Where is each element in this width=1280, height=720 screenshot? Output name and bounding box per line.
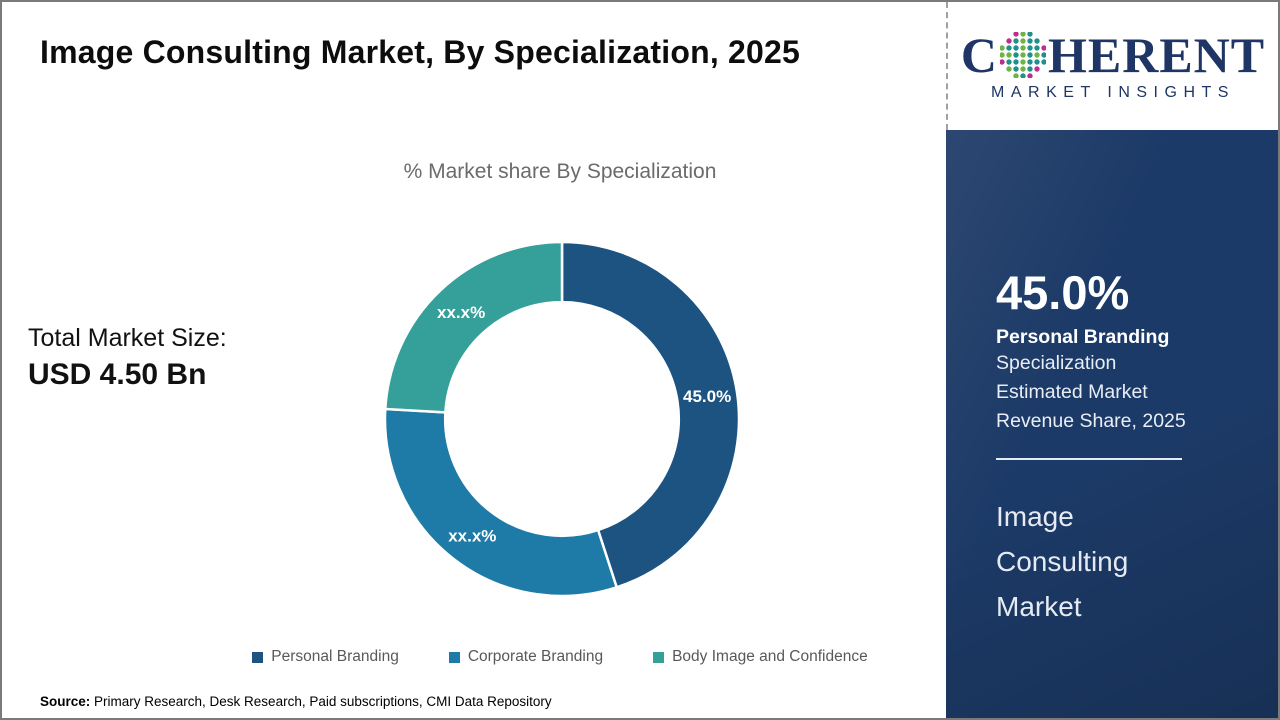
market-name-line: Consulting: [996, 546, 1129, 578]
slice-label-2: xx.x%: [437, 303, 485, 322]
sidebar-headline-line: Estimated Market: [996, 381, 1148, 404]
legend-item-1: Corporate Branding: [448, 648, 604, 666]
sidebar-headline-value: 45.0%: [996, 266, 1130, 319]
legend-swatch-icon: [448, 651, 460, 663]
total-market-size: Total Market Size: USD 4.50 Bn: [28, 324, 227, 392]
logo-tagline: MARKET INSIGHTS: [991, 84, 1235, 101]
slice-label-1: xx.x%: [448, 526, 496, 545]
brand-logo: C HERENT: [961, 30, 1265, 80]
sidebar-headline-line: Specialization: [996, 352, 1117, 375]
sidebar-headline-line: Revenue Share, 2025: [996, 410, 1186, 433]
donut-segment-1: [383, 407, 619, 598]
chart-title: % Market share By Specialization: [403, 160, 717, 183]
source-line: Source: Primary Research, Desk Research,…: [40, 694, 552, 709]
total-market-value: USD 4.50 Bn: [28, 358, 207, 391]
legend-swatch-icon: [653, 651, 665, 663]
market-name-line: Market: [996, 591, 1082, 623]
source-text: Primary Research, Desk Research, Paid su…: [90, 694, 552, 709]
market-name-line: Image: [996, 501, 1074, 533]
donut-segment-2: [383, 240, 564, 414]
chart-legend: Personal Branding Corporate Branding Body …: [172, 648, 948, 666]
slice-label-0: 45.0%: [683, 387, 731, 406]
total-market-label: Total Market Size:: [28, 324, 227, 352]
page-title: Image Consulting Market, By Specializati…: [40, 34, 801, 70]
sidebar-market-name: Image Consulting Market: [996, 494, 1248, 629]
sidebar-headline-segment: Personal Branding: [996, 326, 1170, 349]
legend-item-2: Body Image and Confidence: [653, 648, 868, 666]
legend-label: Corporate Branding: [467, 648, 604, 665]
legend-item-0: Personal Branding: [252, 648, 399, 666]
logo-area: C HERENT MARKET INSIGHTS: [946, 2, 1278, 130]
legend-swatch-icon: [252, 651, 264, 663]
logo-letter-c: C: [960, 27, 998, 83]
logo-letters-rest: HERENT: [1047, 27, 1266, 83]
legend-label: Personal Branding: [271, 648, 399, 665]
donut-segment-0: [560, 240, 741, 589]
donut-chart: 45.0% xx.x% xx.x%: [383, 240, 741, 598]
source-label: Source:: [40, 694, 91, 709]
sidebar-panel: 45.0% Personal Branding Specialization E…: [946, 130, 1278, 718]
legend-label: Body Image and Confidence: [672, 648, 868, 665]
sidebar-divider: [996, 458, 1182, 461]
globe-dots-icon: [999, 32, 1046, 78]
